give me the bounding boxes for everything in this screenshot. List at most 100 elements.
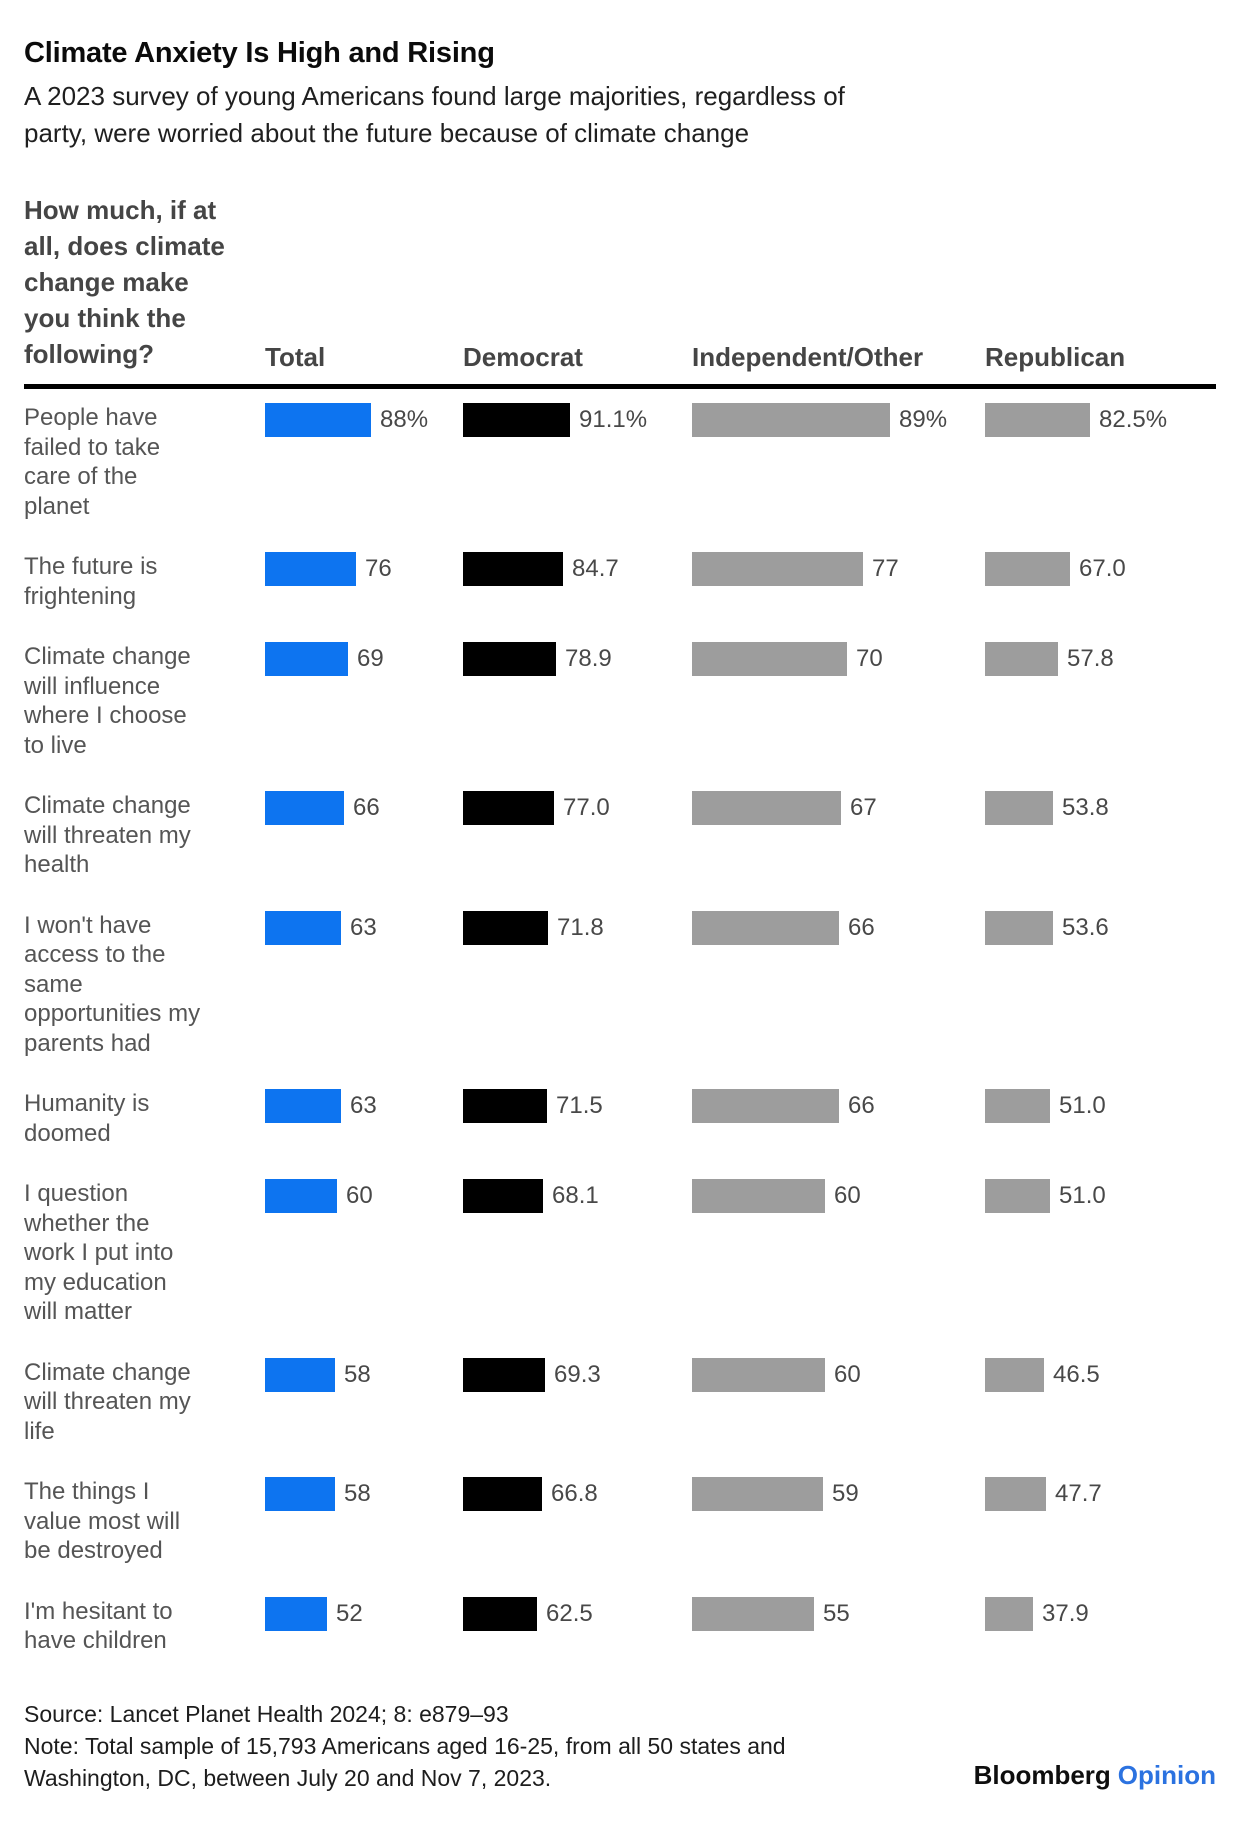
bar-value: 84.7 (572, 555, 619, 582)
survey-question: How much, if at all, does climate change… (24, 195, 225, 369)
bar-republican (985, 642, 1058, 676)
column-header-independent-other: Independent/Other (692, 342, 924, 372)
bar-value: 66 (848, 913, 875, 941)
bar-republican (985, 1179, 1050, 1213)
bar-value: 71.5 (556, 1092, 603, 1119)
chart-subtitle: A 2023 survey of young Americans found l… (24, 81, 845, 148)
bar-cell: 62.5 (463, 1596, 692, 1631)
bar-total (265, 910, 341, 945)
bar-cell: 88% (265, 403, 463, 437)
bar-total (265, 642, 348, 676)
bar-total (265, 1179, 337, 1213)
table-row: I won't have access to the same opportun… (24, 910, 1216, 1059)
bar-cell: 60 (692, 1357, 985, 1392)
bar-value: 70 (856, 645, 883, 672)
bar-cell: 71.5 (463, 1089, 692, 1123)
bar-total (265, 1477, 335, 1511)
bar-independent-other (692, 642, 847, 676)
source-text: Source: Lancet Planet Health 2024; 8: e8… (24, 1700, 509, 1727)
bar-cell: 67 (692, 791, 985, 825)
bar-cell: 70 (692, 642, 985, 676)
bar-independent-other (692, 910, 839, 945)
bar-cell: 84.7 (463, 552, 692, 586)
bar-cell: 69.3 (463, 1357, 692, 1392)
bar-cell: 47.7 (985, 1477, 1216, 1511)
bar-value: 60 (834, 1360, 861, 1388)
footer-notes: Source: Lancet Planet Health 2024; 8: e8… (24, 1698, 786, 1794)
column-header-democrat: Democrat (463, 342, 583, 372)
bar-cell: 52 (265, 1596, 463, 1631)
bar-value: 51.0 (1059, 1092, 1106, 1119)
row-label: Climate change will threaten my life (24, 1358, 191, 1445)
bar-republican (985, 1596, 1033, 1631)
bar-value: 53.8 (1062, 794, 1109, 821)
table-row: Climate change will threaten my life 58 69… (24, 1357, 1216, 1447)
bar-republican (985, 403, 1090, 437)
bar-cell: 37.9 (985, 1596, 1216, 1631)
bar-independent-other (692, 552, 863, 586)
table-row: The things I value most will be destroye… (24, 1477, 1216, 1566)
bar-cell: 66.8 (463, 1477, 692, 1511)
bar-total (265, 552, 356, 586)
bar-cell: 66 (265, 791, 463, 825)
row-label: The future is frightening (24, 553, 158, 610)
bar-cell: 53.8 (985, 791, 1216, 825)
bar-value: 82.5% (1099, 406, 1168, 433)
bar-value: 91.1% (579, 406, 648, 433)
row-label: People have failed to take care of the p… (24, 404, 161, 520)
bar-cell: 77.0 (463, 791, 692, 825)
bar-total (265, 1089, 341, 1123)
bar-value: 66.8 (551, 1480, 598, 1507)
bar-cell: 60 (265, 1179, 463, 1213)
bar-value: 60 (346, 1182, 373, 1209)
table-row: I question whether the work I put into m… (24, 1179, 1216, 1327)
bar-democrat (463, 1179, 543, 1213)
bar-cell: 69 (265, 642, 463, 676)
bar-democrat (463, 791, 554, 825)
table-row: People have failed to take care of the p… (24, 403, 1216, 521)
bloomberg-opinion-logo: Bloomberg Opinion (974, 1760, 1216, 1794)
bar-value: 59 (832, 1480, 859, 1507)
bar-cell: 66 (692, 1089, 985, 1123)
bar-cell: 55 (692, 1596, 985, 1631)
bar-cell: 57.8 (985, 642, 1216, 676)
row-label: Climate change will threaten my health (24, 792, 191, 878)
bar-democrat (463, 1357, 545, 1392)
bar-cell: 78.9 (463, 642, 692, 676)
bar-value: 78.9 (565, 645, 612, 672)
row-label: Climate change will influence where I ch… (24, 643, 191, 759)
bar-independent-other (692, 1477, 823, 1511)
bar-total (265, 791, 344, 825)
bar-value: 71.8 (557, 913, 604, 941)
chart-title: Climate Anxiety Is High and Rising (24, 37, 495, 69)
bar-value: 69.3 (554, 1360, 601, 1388)
bar-cell: 46.5 (985, 1357, 1216, 1392)
bar-value: 63 (350, 1092, 377, 1119)
row-label: The things I value most will be destroye… (24, 1478, 181, 1564)
bar-cell: 59 (692, 1477, 985, 1511)
bar-value: 88% (380, 406, 429, 433)
bar-value: 66 (353, 794, 380, 821)
bar-republican (985, 1089, 1050, 1123)
note-text: Note: Total sample of 15,793 Americans a… (24, 1732, 786, 1791)
bar-cell: 68.1 (463, 1179, 692, 1213)
bar-republican (985, 1477, 1046, 1511)
bar-cell: 71.8 (463, 910, 692, 945)
bar-value: 67 (850, 794, 877, 821)
bar-cell: 91.1% (463, 403, 692, 437)
bloomberg-wordmark: Bloomberg (973, 1759, 1111, 1790)
bar-value: 63 (350, 913, 377, 941)
bar-value: 68.1 (552, 1182, 599, 1209)
opinion-wordmark: Opinion (1117, 1759, 1216, 1790)
bar-value: 77 (872, 555, 899, 582)
bar-value: 67.0 (1079, 555, 1126, 582)
bar-cell: 63 (265, 1089, 463, 1123)
table-row: Humanity is doomed 63 71.5 66 51.0 (24, 1089, 1216, 1148)
bar-value: 76 (365, 555, 392, 582)
column-header-republican: Republican (985, 342, 1126, 372)
bar-independent-other (692, 1179, 825, 1213)
bar-independent-other (692, 1596, 814, 1631)
bar-cell: 63 (265, 910, 463, 945)
bar-value: 58 (344, 1480, 371, 1507)
bar-value: 47.7 (1055, 1480, 1102, 1507)
